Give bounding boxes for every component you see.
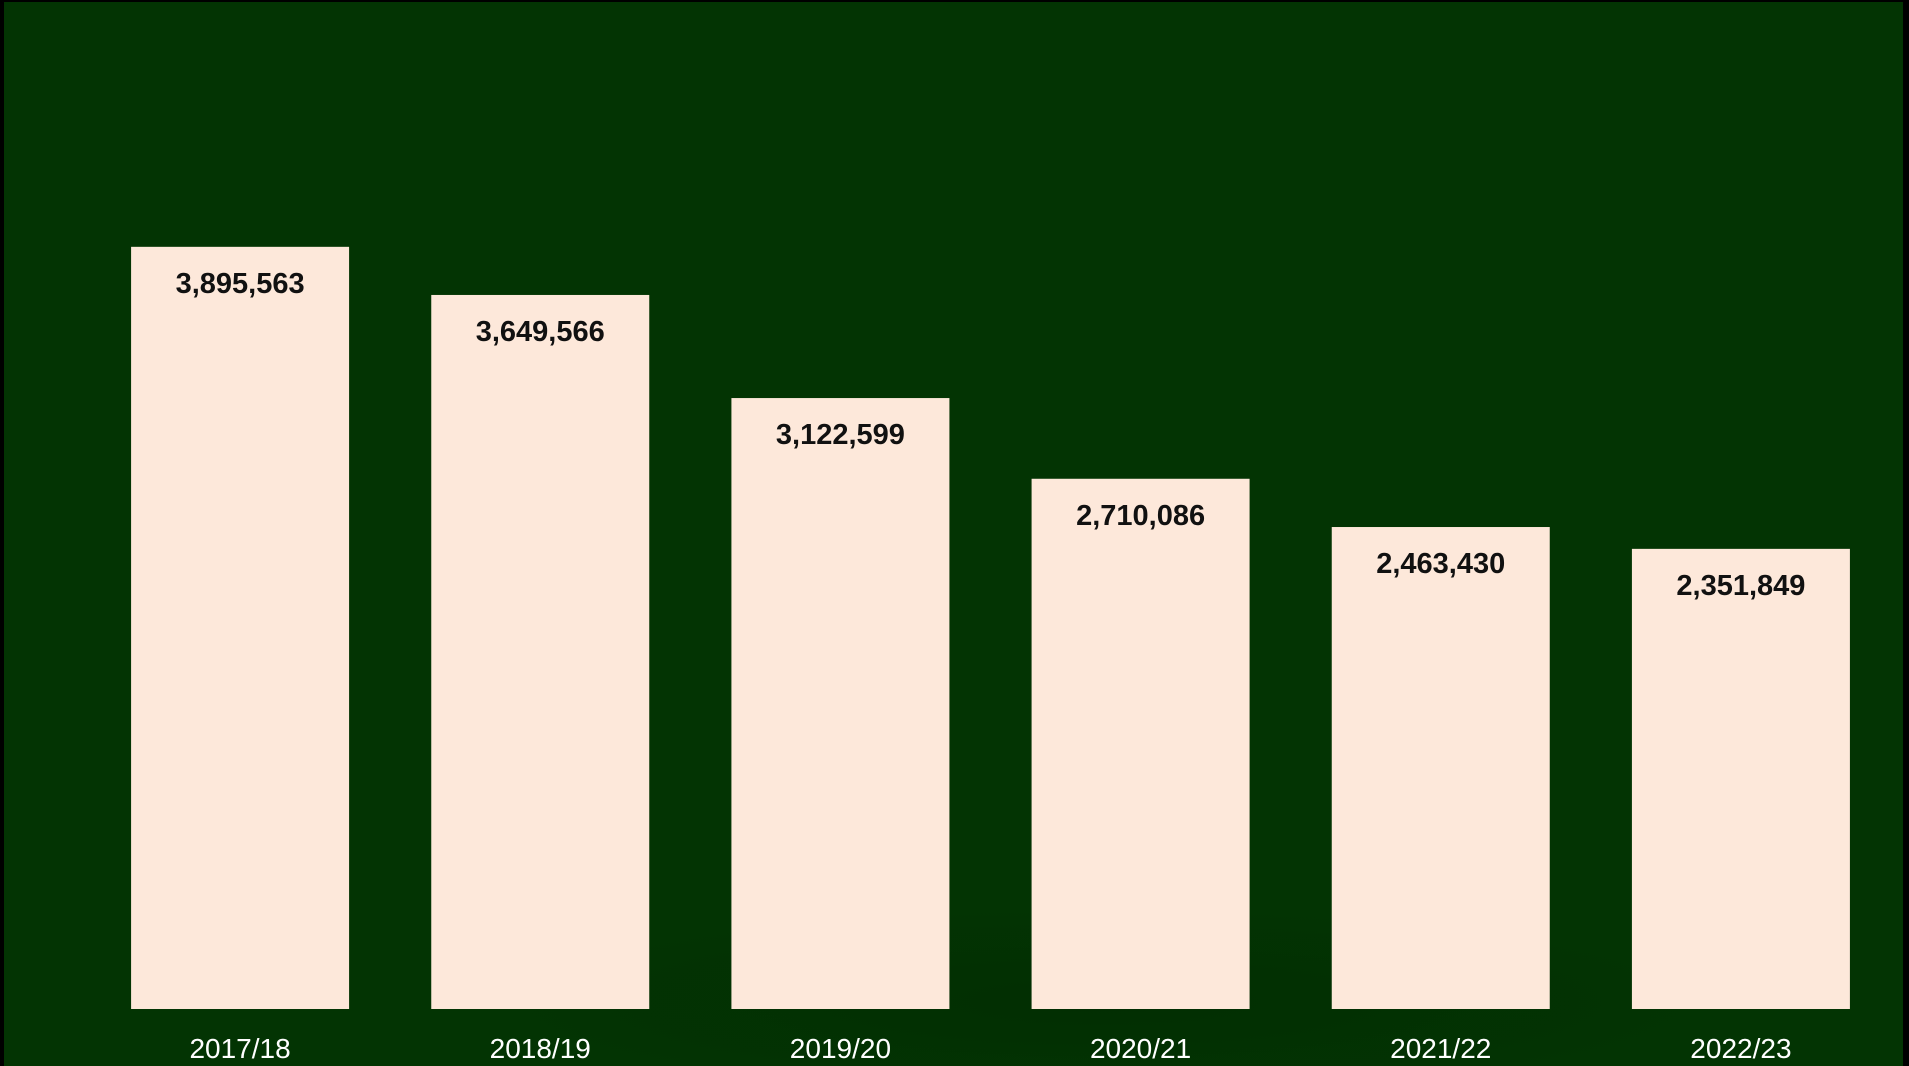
data-label-2019-20: 3,122,599 (776, 419, 905, 451)
bar-2021-22 (1331, 527, 1550, 1009)
data-label-2018-19: 3,649,566 (476, 316, 605, 348)
category-label-2018-19: 2018/19 (490, 1033, 591, 1064)
bar-2022-23 (1631, 548, 1850, 1009)
category-label-2019-20: 2019/20 (790, 1033, 891, 1064)
data-label-2021-22: 2,463,430 (1376, 548, 1505, 580)
data-label-2020-21: 2,710,086 (1076, 500, 1205, 532)
category-label-2020-21: 2020/21 (1090, 1033, 1191, 1064)
category-label-2017-18: 2017/18 (189, 1033, 290, 1064)
bar-2020-21 (1031, 478, 1250, 1010)
data-label-2022-23: 2,351,849 (1676, 570, 1805, 602)
bar-2019-20 (731, 398, 950, 1009)
bar-2018-19 (431, 294, 650, 1009)
bar-2017-18 (131, 246, 350, 1009)
category-label-2021-22: 2021/22 (1390, 1033, 1491, 1064)
data-label-2017-18: 3,895,563 (176, 268, 305, 300)
category-label-2022-23: 2022/23 (1690, 1033, 1791, 1064)
